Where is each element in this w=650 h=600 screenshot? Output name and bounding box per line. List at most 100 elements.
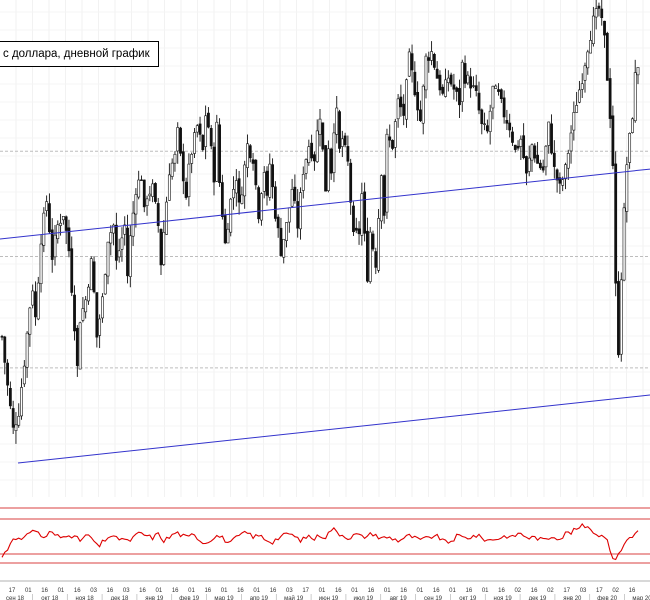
candle-body [22, 365, 26, 385]
candle-body [61, 216, 65, 221]
x-tick-day: 16 [41, 588, 48, 594]
candle-body [374, 251, 378, 268]
candle-body [525, 156, 528, 174]
candle-body [257, 187, 261, 220]
candle-body [198, 123, 202, 135]
candle-body [78, 322, 82, 370]
candle-body [87, 286, 90, 302]
x-tick-day: 03 [90, 588, 97, 594]
x-tick-month: окт 18 [41, 596, 59, 600]
candle-body [8, 388, 12, 407]
candle-body [544, 145, 548, 168]
candle-body [156, 203, 160, 227]
candle-body [89, 258, 93, 291]
candle-body [597, 5, 601, 9]
candle-body [636, 67, 640, 76]
x-tick-day: 01 [221, 588, 228, 594]
candle-body [151, 183, 155, 197]
x-tick-day: 01 [449, 588, 456, 594]
candle-body [416, 92, 420, 111]
candle-body [313, 154, 316, 162]
candle-body [59, 222, 62, 226]
candle-body [220, 182, 224, 217]
x-tick-day: 03 [286, 588, 293, 594]
candle-body [293, 186, 297, 201]
candle-body [190, 153, 194, 164]
candle-body [265, 170, 269, 196]
x-tick-day: 17 [596, 588, 603, 594]
candle-body [64, 216, 68, 231]
candle-body [631, 118, 634, 133]
candle-body [594, 8, 598, 18]
candle-body [273, 186, 277, 219]
candle-body [399, 96, 403, 108]
candle-body [519, 138, 523, 147]
candle-body [39, 243, 43, 285]
x-tick-month: мар 19 [214, 596, 234, 600]
candle-body [254, 159, 258, 186]
x-tick-month: мар 20 [632, 596, 650, 600]
candle-body [304, 159, 308, 174]
grid [0, 0, 650, 497]
trend-channel [0, 168, 650, 464]
candle-body [343, 135, 347, 146]
candle-body [555, 169, 559, 181]
x-tick-day: 01 [384, 588, 391, 594]
candle-body [547, 121, 551, 146]
candle-body [586, 51, 590, 69]
candle-body [614, 163, 618, 284]
candle-body [170, 162, 174, 177]
candle-body [106, 241, 110, 277]
x-tick-month: апр 19 [250, 596, 269, 600]
candle-body [56, 224, 60, 239]
candle-body [346, 146, 350, 162]
channel-upper-line [0, 168, 650, 240]
x-tick-month: фев 19 [179, 596, 199, 600]
x-tick-day: 16 [74, 588, 81, 594]
candle-body [276, 216, 280, 229]
x-tick-day: 16 [368, 588, 375, 594]
candle-body [391, 139, 394, 149]
candle-body [123, 224, 127, 235]
candle-body [268, 163, 272, 198]
x-tick-month: ноя 18 [76, 596, 95, 600]
candle-body [455, 87, 459, 92]
x-tick-day: 03 [580, 588, 587, 594]
candle-body [463, 63, 467, 84]
candle-body [36, 282, 40, 320]
candle-body [488, 110, 492, 132]
candle-body [209, 128, 213, 147]
candle-body [430, 51, 433, 61]
x-axis: 17 01 16 01 16 03 16 03 16 01 16 01 16 01 16 01 16 03 17 01… [0, 580, 650, 600]
candle-body [165, 201, 168, 235]
candle-body [321, 122, 325, 150]
candle-body [382, 175, 386, 216]
candle-body [142, 179, 146, 208]
candle-body [17, 415, 21, 426]
candle-body [290, 189, 294, 207]
candle-body [413, 71, 417, 96]
candle-body [67, 227, 71, 252]
candle-body [419, 109, 422, 122]
candle-body [340, 138, 344, 147]
candle-body [605, 32, 609, 81]
x-tick-month: янв 20 [563, 596, 582, 600]
candle-body [363, 191, 367, 234]
x-tick-month: ноя 19 [494, 596, 513, 600]
candle-body [622, 207, 626, 281]
x-tick-day: 01 [417, 588, 424, 594]
candle-body [625, 164, 629, 212]
candle-body [511, 131, 514, 143]
candle-body [98, 318, 102, 336]
candle-body [536, 154, 539, 164]
x-tick-day: 16 [531, 588, 538, 594]
candle-body [444, 79, 447, 97]
candle-body [148, 193, 152, 197]
price-candles [0, 0, 640, 444]
x-tick-month: янв 19 [145, 596, 164, 600]
x-tick-day: 16 [629, 588, 636, 594]
candle-body [469, 76, 473, 89]
candle-body [332, 132, 336, 173]
candle-body [159, 228, 163, 266]
candle-body [558, 177, 562, 184]
